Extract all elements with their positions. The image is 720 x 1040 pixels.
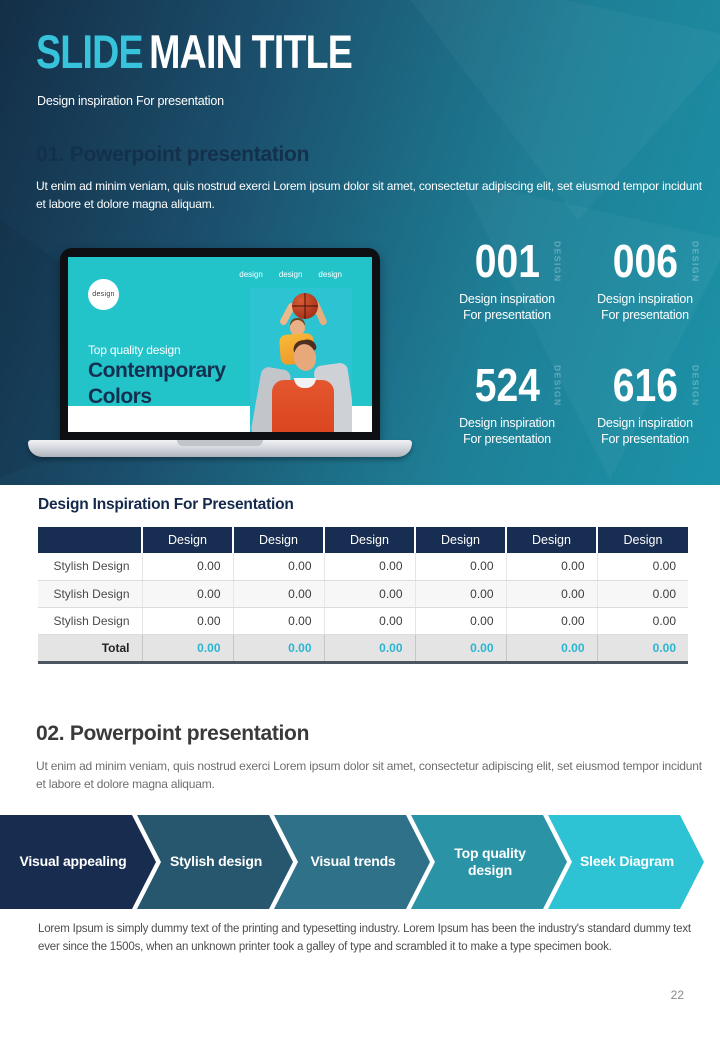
table-title: Design Inspiration For Presentation [38, 496, 294, 513]
table-cell: 0.00 [324, 607, 416, 635]
screen-nav: design design design [239, 270, 342, 279]
table-cell: 0.00 [415, 580, 507, 608]
stat-value: 616 [612, 358, 678, 411]
hero-section: SLIDE MAIN TITLE Design inspiration For p… [0, 0, 720, 485]
process-step-top-quality-design: Top quality design [411, 815, 567, 909]
table-header-blank [38, 527, 143, 553]
stat-watermark: DESIGN [690, 241, 701, 283]
page-number: 22 [670, 988, 684, 1002]
stat-label: Design inspiration For presentation [597, 415, 693, 446]
screen-logo: design [88, 279, 119, 310]
stat-value: 524 [474, 358, 540, 411]
total-label: Total [38, 634, 143, 664]
row-label: Stylish Design [38, 580, 143, 608]
stat-value: 006 [612, 235, 678, 287]
total-cell: 0.00 [142, 634, 234, 664]
footer-text: Lorem Ipsum is simply dummy text of the … [38, 923, 691, 953]
table-cell: 0.00 [324, 580, 416, 608]
table-cell: 0.00 [506, 580, 598, 608]
table-header-row: Design Design Design Design Design Desig… [38, 527, 688, 553]
stat-watermark: DESIGN [552, 241, 563, 283]
basketball [292, 293, 318, 319]
table-cell: 0.00 [415, 553, 507, 581]
total-cell: 0.00 [597, 634, 688, 664]
screen-nav-link: design [318, 270, 342, 279]
table-header-cell: Design [233, 527, 325, 553]
table-row: Stylish Design 0.00 0.00 0.00 0.00 0.00 … [38, 553, 688, 581]
screen-nav-link: design [239, 270, 263, 279]
row-label: Stylish Design [38, 553, 143, 581]
stat-item: 006 DESIGN Design inspiration For present… [576, 238, 714, 324]
table-cell: 0.00 [142, 580, 234, 608]
process-step-stylish-design: Stylish design [137, 815, 293, 909]
section-1-heading: 01. Powerpoint presentation [36, 143, 310, 166]
row-label: Stylish Design [38, 607, 143, 635]
process-step-visual-trends: Visual trends [274, 815, 430, 909]
total-cell: 0.00 [324, 634, 416, 664]
process-diagram: Visual appealing Stylish design Visual t… [0, 815, 720, 909]
section-2-heading: 02. Powerpoint presentation [36, 722, 310, 745]
table-cell: 0.00 [506, 553, 598, 581]
slide-main-title: SLIDE MAIN TITLE [36, 25, 353, 78]
table-cell: 0.00 [233, 607, 325, 635]
slide-subtitle: Design inspiration For presentation [37, 94, 224, 108]
table-cell: 0.00 [506, 607, 598, 635]
stat-label: Design inspiration For presentation [597, 292, 693, 323]
table-cell: 0.00 [597, 607, 688, 635]
laptop-base-notch [177, 440, 263, 446]
table-cell: 0.00 [233, 580, 325, 608]
screen-tagline: Top quality design [88, 343, 181, 357]
table-header-cell: Design [142, 527, 234, 553]
table-header-cell: Design [597, 527, 688, 553]
screen-nav-link: design [278, 270, 303, 279]
table-cell: 0.00 [597, 580, 688, 608]
section-1-body: Ut enim ad minim veniam, quis nostrud ex… [36, 179, 702, 211]
stat-watermark: DESIGN [690, 364, 701, 407]
man-torso [272, 380, 334, 432]
table-cell: 0.00 [142, 607, 234, 635]
screen-headline-line2: Colors [88, 384, 152, 408]
data-table: Design Design Design Design Design Desig… [38, 527, 688, 664]
screen-headline-line1: Contemporary [88, 359, 226, 382]
section-2-body: Ut enim ad minim veniam, quis nostrud ex… [36, 759, 702, 791]
table-cell: 0.00 [142, 553, 234, 581]
table-cell: 0.00 [324, 553, 416, 581]
table-cell: 0.00 [597, 553, 688, 581]
stat-label: Design inspiration For presentation [459, 292, 555, 323]
boy-head [290, 320, 305, 336]
laptop-screen: design design design design Top quality … [68, 257, 372, 432]
stat-watermark: DESIGN [552, 364, 563, 407]
stat-item: 616 DESIGN Design inspiration For present… [576, 362, 714, 448]
process-step-sleek-diagram: Sleek Diagram [548, 815, 704, 909]
table-cell: 0.00 [415, 607, 507, 635]
man-collar [294, 378, 316, 388]
screen-headline: Contemporary Colors [88, 358, 226, 409]
title-accent: SLIDE [36, 25, 144, 78]
total-cell: 0.00 [506, 634, 598, 664]
table-header-cell: Design [324, 527, 416, 553]
table-total-row: Total 0.00 0.00 0.00 0.00 0.00 0.00 [38, 634, 688, 664]
stat-item: 001 DESIGN Design inspiration For present… [438, 238, 576, 324]
stats-grid: 001 DESIGN Design inspiration For present… [438, 238, 714, 447]
laptop-base [28, 440, 412, 457]
table-row: Stylish Design 0.00 0.00 0.00 0.00 0.00 … [38, 580, 688, 608]
total-cell: 0.00 [233, 634, 325, 664]
stat-item: 524 DESIGN Design inspiration For present… [438, 362, 576, 448]
total-cell: 0.00 [415, 634, 507, 664]
laptop-photo [250, 288, 352, 432]
title-rest: MAIN TITLE [149, 25, 353, 78]
table-header-cell: Design [506, 527, 598, 553]
table-cell: 0.00 [233, 553, 325, 581]
stat-value: 001 [474, 235, 540, 287]
table-header-cell: Design [415, 527, 507, 553]
stat-label: Design inspiration For presentation [459, 415, 555, 446]
process-step-visual-appealing: Visual appealing [0, 815, 156, 909]
table-row: Stylish Design 0.00 0.00 0.00 0.00 0.00 … [38, 607, 688, 635]
